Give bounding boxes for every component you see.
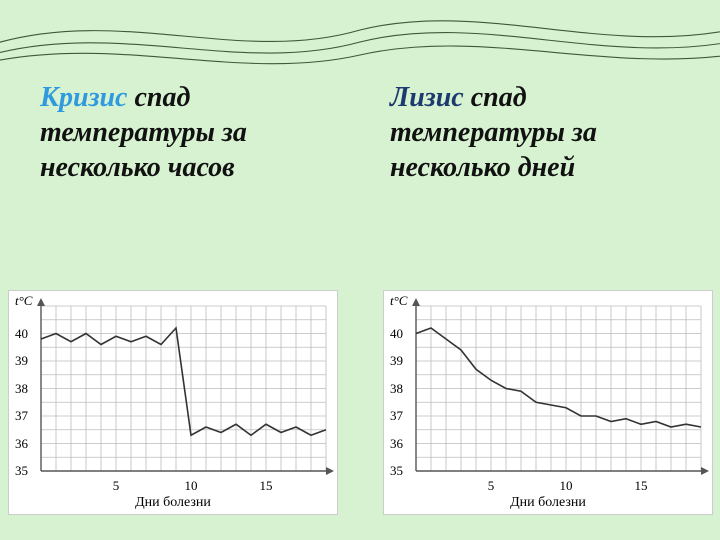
x-tick: 15	[260, 478, 273, 494]
x-axis-label: Дни болезни	[384, 495, 712, 511]
y-tick: 36	[390, 436, 403, 452]
term-lysis: Лизис	[390, 82, 464, 113]
y-axis-label: t°C	[15, 293, 32, 309]
x-tick: 5	[113, 478, 120, 494]
y-axis-label: t°C	[390, 293, 407, 309]
y-tick: 39	[390, 353, 403, 369]
decorative-waves	[0, 0, 720, 80]
y-tick: 39	[15, 353, 28, 369]
heading-right: Лизис спад температуры за несколько дней	[390, 80, 680, 185]
x-tick: 5	[488, 478, 495, 494]
x-tick: 10	[185, 478, 198, 494]
x-tick: 15	[635, 478, 648, 494]
chart-crisis: t°C Дни болезни 35 36 37 38 39 40 5 10 15	[8, 290, 338, 515]
chart-row: t°C Дни болезни 35 36 37 38 39 40 5 10 15 t°C Дн…	[8, 290, 713, 515]
y-tick: 38	[15, 381, 28, 397]
y-tick: 37	[15, 408, 28, 424]
y-tick: 36	[15, 436, 28, 452]
term-crisis: Кризис	[40, 82, 128, 113]
y-tick: 40	[15, 326, 28, 342]
y-tick: 37	[390, 408, 403, 424]
y-tick: 40	[390, 326, 403, 342]
chart-lysis: t°C Дни болезни 35 36 37 38 39 40 5 10 15	[383, 290, 713, 515]
y-tick: 38	[390, 381, 403, 397]
heading-row: Кризис спад температуры за несколько час…	[40, 80, 680, 185]
x-axis-label: Дни болезни	[9, 495, 337, 511]
x-tick: 10	[560, 478, 573, 494]
y-tick: 35	[15, 463, 28, 479]
heading-left: Кризис спад температуры за несколько час…	[40, 80, 330, 185]
y-tick: 35	[390, 463, 403, 479]
